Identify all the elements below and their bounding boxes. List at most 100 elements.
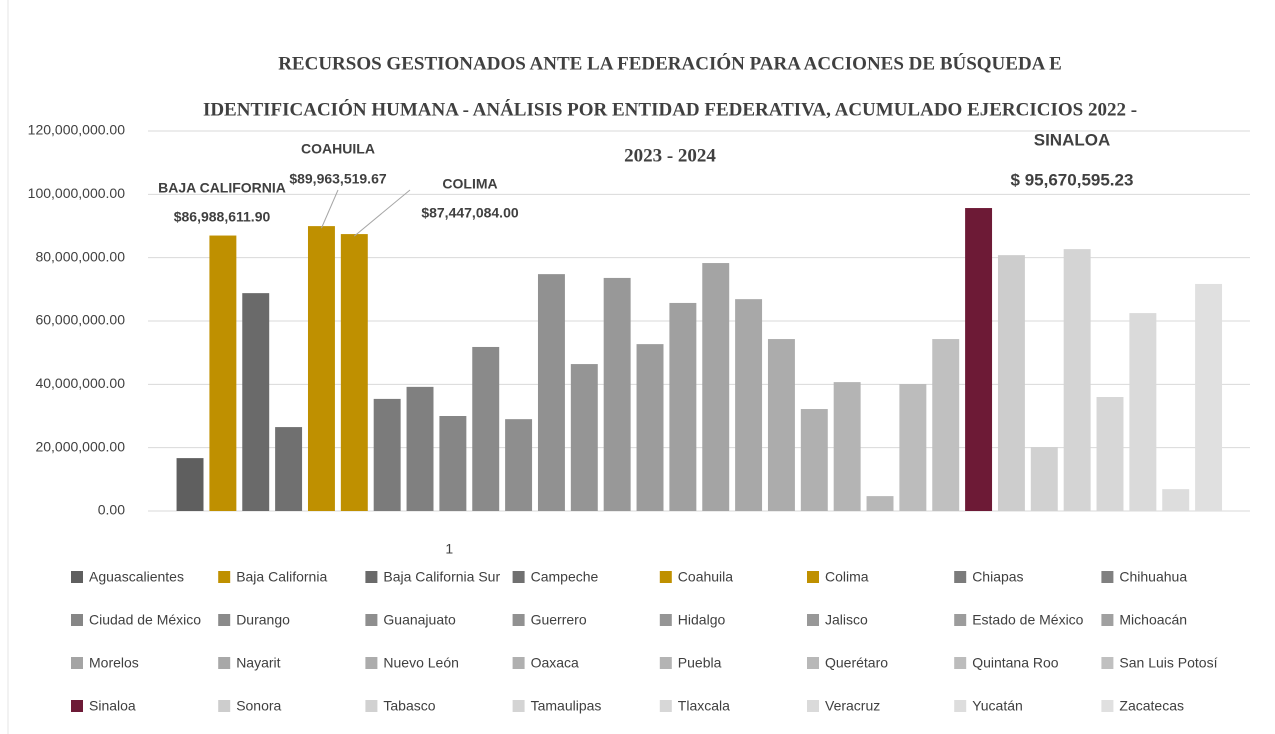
legend-label: Tamaulipas (531, 698, 602, 714)
legend-swatch (218, 614, 231, 626)
legend-swatch (365, 614, 378, 626)
bar (603, 277, 631, 511)
bar (997, 255, 1025, 511)
legend-swatch (71, 657, 83, 669)
legend-swatch (512, 614, 525, 626)
legend-label: Zacatecas (1119, 698, 1184, 714)
bar (800, 409, 828, 511)
legend-label: Guerrero (531, 612, 587, 628)
legend-label: Baja California Sur (383, 569, 500, 585)
legend-swatch (218, 571, 231, 583)
y-tick-label: 80,000,000.00 (35, 248, 125, 264)
legend-swatch (365, 700, 378, 712)
legend-label: Nuevo León (383, 655, 459, 671)
legend-label: Tabasco (383, 698, 435, 714)
legend-swatch (1101, 700, 1114, 712)
legend-swatch (218, 700, 231, 712)
annotation-title: BAJA CALIFORNIA (158, 180, 286, 196)
bar (373, 398, 401, 511)
y-tick-label: 40,000,000.00 (35, 375, 125, 391)
legend-swatch (659, 571, 672, 583)
legend-swatch (1101, 657, 1114, 669)
legend-swatch (659, 700, 672, 712)
legend-label: Michoacán (1119, 612, 1187, 628)
y-tick-label: 100,000,000.00 (28, 185, 126, 201)
legend-label: Coahuila (678, 569, 733, 585)
leader-line (320, 189, 339, 229)
bar (965, 208, 993, 511)
bar (406, 386, 434, 511)
legend-label: Yucatán (972, 698, 1023, 714)
legend-label: Oaxaca (531, 655, 579, 671)
bar (767, 339, 795, 511)
bar (899, 384, 927, 511)
legend-label: Quintana Roo (972, 655, 1059, 671)
legend-swatch (1101, 614, 1114, 626)
legend-label: Veracruz (825, 698, 880, 714)
annotation-title: SINALOA (1034, 130, 1111, 149)
x-tick-label: 1 (445, 541, 453, 557)
bar (735, 299, 763, 511)
legend-swatch (512, 657, 525, 669)
legend-label: Chihuahua (1119, 569, 1187, 585)
legend-label: Chiapas (972, 569, 1023, 585)
bar (275, 427, 303, 511)
legend-swatch (954, 571, 967, 583)
legend-label: Tlaxcala (678, 698, 730, 714)
bar (1063, 249, 1091, 511)
legend-label: Puebla (678, 655, 722, 671)
legend-label: Morelos (89, 655, 139, 671)
leader-line (353, 189, 411, 237)
legend-swatch (218, 657, 231, 669)
legend-label: Jalisco (825, 612, 868, 628)
bar (439, 416, 467, 511)
legend-swatch (365, 571, 378, 583)
y-tick-label: 20,000,000.00 (35, 438, 125, 454)
legend-swatch (659, 657, 672, 669)
bar (505, 419, 533, 511)
legend-swatch (71, 614, 83, 626)
bar (1096, 397, 1124, 511)
legend-label: Baja California (236, 569, 327, 585)
legend-swatch (807, 657, 819, 669)
legend-swatch (807, 700, 819, 712)
legend-label: Sinaloa (89, 698, 136, 714)
bar (1162, 489, 1190, 511)
legend-label: Hidalgo (678, 612, 726, 628)
bar (472, 346, 500, 511)
bar (833, 382, 861, 511)
data-label: $ 95,670,595.23 (1011, 170, 1134, 189)
legend-swatch (1101, 571, 1114, 583)
legend-label: San Luis Potosí (1119, 655, 1217, 671)
bar (242, 293, 270, 511)
y-tick-label: 0.00 (98, 502, 125, 518)
legend-swatch (807, 614, 819, 626)
annotation-title: COAHUILA (301, 141, 375, 157)
legend-swatch (807, 571, 819, 583)
legend-label: Sonora (236, 698, 281, 714)
legend-swatch (71, 571, 83, 583)
bar (1030, 447, 1058, 511)
legend-label: Campeche (531, 569, 599, 585)
legend-label: Ciudad de México (89, 612, 201, 628)
bar (176, 458, 204, 511)
legend-label: Durango (236, 612, 290, 628)
legend-label: Estado de México (972, 612, 1083, 628)
chart-title: RECURSOS GESTIONADOS ANTE LA FEDERACIÓN … (278, 52, 1062, 74)
bar (932, 339, 960, 511)
legend-label: Colima (825, 569, 869, 585)
legend-swatch (954, 700, 967, 712)
legend-swatch (954, 657, 967, 669)
legend-swatch (512, 700, 525, 712)
chart-title: 2023 - 2024 (624, 145, 716, 166)
bar (1129, 313, 1157, 511)
bar (702, 263, 730, 511)
bar (209, 235, 237, 511)
bar (570, 364, 598, 511)
bar (340, 234, 368, 511)
bar (866, 496, 894, 511)
annotation-title: COLIMA (442, 176, 497, 192)
y-tick-label: 60,000,000.00 (35, 312, 125, 328)
legend-swatch (659, 614, 672, 626)
